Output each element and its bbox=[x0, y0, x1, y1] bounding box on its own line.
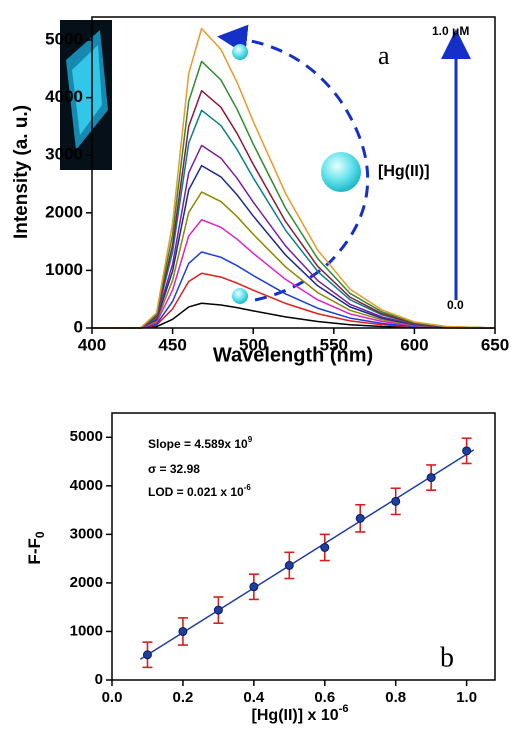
trend-arrow bbox=[217, 24, 370, 302]
spectrum-line bbox=[92, 144, 496, 329]
x-tick-label: 0.4 bbox=[243, 689, 265, 706]
annotation: 1.0 μM bbox=[432, 24, 469, 38]
y-tick-label: 0 bbox=[74, 317, 83, 336]
annotation-sup: -6 bbox=[244, 483, 252, 492]
bubble bbox=[232, 288, 248, 304]
spectrum-line bbox=[92, 191, 496, 329]
x-tick-label: 650 bbox=[481, 335, 509, 354]
plot-frame bbox=[91, 16, 496, 329]
y-tick-label: 5000 bbox=[45, 30, 83, 49]
y-axis-label: Intensity (a. u.) bbox=[11, 105, 32, 239]
annotation: Slope = 4.589x 109 bbox=[148, 435, 253, 451]
annotation-text: LOD = 0.021 x 10 bbox=[148, 485, 244, 499]
data-point bbox=[320, 542, 330, 552]
x-tick-label: 1.0 bbox=[456, 689, 477, 706]
y-tick-label: 1000 bbox=[45, 260, 83, 279]
panel-label: b bbox=[440, 642, 454, 673]
x-tick-label: 600 bbox=[400, 335, 428, 354]
x-tick-label: 550 bbox=[320, 335, 348, 354]
x-axis-label: [Hg(II)] x 10-6 bbox=[252, 703, 349, 724]
y-axis-label: F-F0 bbox=[25, 531, 47, 564]
panel-label: a bbox=[378, 41, 390, 70]
spectrum-line bbox=[92, 60, 496, 329]
bubble bbox=[232, 44, 248, 60]
spectrum-line bbox=[92, 218, 496, 329]
y-tick-label: 3000 bbox=[70, 525, 103, 542]
x-axis-label: Wavelength (nm) bbox=[213, 344, 373, 366]
calibration-chart: Slope = 4.589x 109 σ = 32.98 LOD = 0.021… bbox=[25, 412, 496, 724]
data-point bbox=[142, 650, 152, 660]
data-point bbox=[391, 496, 401, 506]
x-axis-label-sup: -6 bbox=[339, 703, 349, 715]
annotation: [Hg(II)] bbox=[378, 163, 430, 180]
y-tick-label: 4000 bbox=[70, 477, 103, 494]
data-point bbox=[355, 513, 365, 523]
bubble bbox=[321, 152, 361, 192]
y-tick-label: 1000 bbox=[70, 622, 103, 639]
y-tick-label: 4000 bbox=[45, 87, 83, 106]
x-tick-label: 0.6 bbox=[314, 689, 335, 706]
x-tick-label: 400 bbox=[78, 335, 106, 354]
y-tick-label: 5000 bbox=[70, 428, 103, 445]
fit-line bbox=[139, 449, 475, 660]
annotation: 0.0 bbox=[447, 298, 464, 312]
x-tick-label: 0.2 bbox=[172, 689, 193, 706]
y-tick-label: 0 bbox=[95, 671, 103, 688]
inset-photo bbox=[60, 20, 112, 170]
y-tick-label: 2000 bbox=[70, 574, 103, 591]
annotation-sup: 9 bbox=[248, 435, 253, 444]
spectrum-line bbox=[92, 109, 496, 329]
annotation-text: Slope = 4.589x 10 bbox=[148, 437, 248, 451]
spectrum-line bbox=[92, 27, 496, 329]
spectrum-line bbox=[92, 302, 496, 329]
data-point bbox=[213, 605, 223, 615]
data-point bbox=[178, 626, 188, 636]
y-axis-label-sub: 0 bbox=[33, 531, 47, 538]
annotation: LOD = 0.021 x 10-6 bbox=[148, 483, 251, 499]
plot-frame bbox=[111, 412, 496, 681]
x-tick-label: 0.0 bbox=[102, 689, 123, 706]
annotation: σ = 32.98 bbox=[148, 462, 200, 476]
y-axis-label-text: F-F bbox=[25, 538, 44, 564]
x-tick-label: 0.8 bbox=[385, 689, 406, 706]
data-point bbox=[249, 582, 259, 592]
x-tick-label: 500 bbox=[239, 335, 267, 354]
data-point bbox=[426, 473, 436, 483]
data-point bbox=[284, 560, 294, 570]
x-tick-label: 450 bbox=[158, 335, 186, 354]
y-tick-label: 3000 bbox=[45, 145, 83, 164]
spectrum-line bbox=[92, 89, 496, 329]
x-axis-label-text: [Hg(II)] x 10 bbox=[252, 707, 339, 724]
y-tick-label: 2000 bbox=[45, 202, 83, 221]
spectra-chart: a 1.0 μM 0.0 [Hg(II)] Wavelength (nm) In… bbox=[11, 16, 509, 366]
data-point bbox=[462, 446, 472, 456]
spectrum-line bbox=[92, 164, 496, 329]
spectrum-line bbox=[92, 251, 496, 329]
spectrum-line bbox=[92, 272, 496, 329]
